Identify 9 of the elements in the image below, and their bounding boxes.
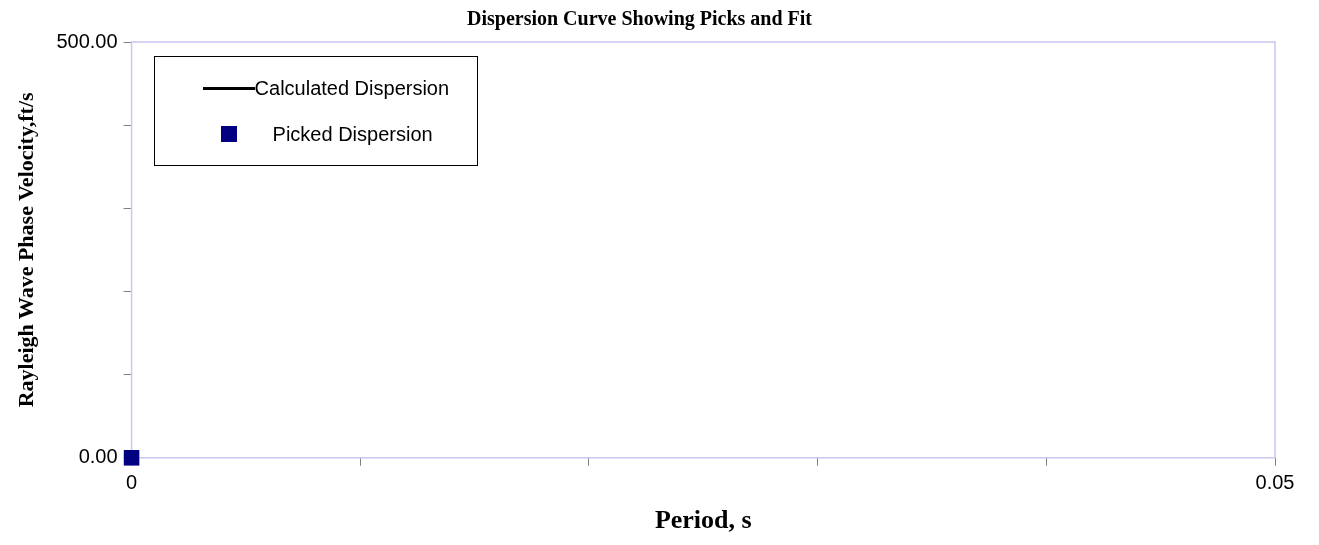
chart-title: Dispersion Curve Showing Picks and Fit <box>466 7 813 31</box>
legend-label: Picked Dispersion <box>272 122 433 146</box>
x-tick-label: 0 <box>126 471 138 494</box>
y-tick-label: 500.00 <box>56 29 118 52</box>
x-tick-label: 0.05 <box>1255 471 1295 494</box>
y-axis-title: Rayleigh Wave Phase Velocity,ft/s <box>12 92 38 408</box>
y-tick-label: 0.00 <box>78 445 118 468</box>
legend-label: Calculated Dispersion <box>254 76 450 100</box>
x-axis-title: Period, s <box>654 505 752 535</box>
